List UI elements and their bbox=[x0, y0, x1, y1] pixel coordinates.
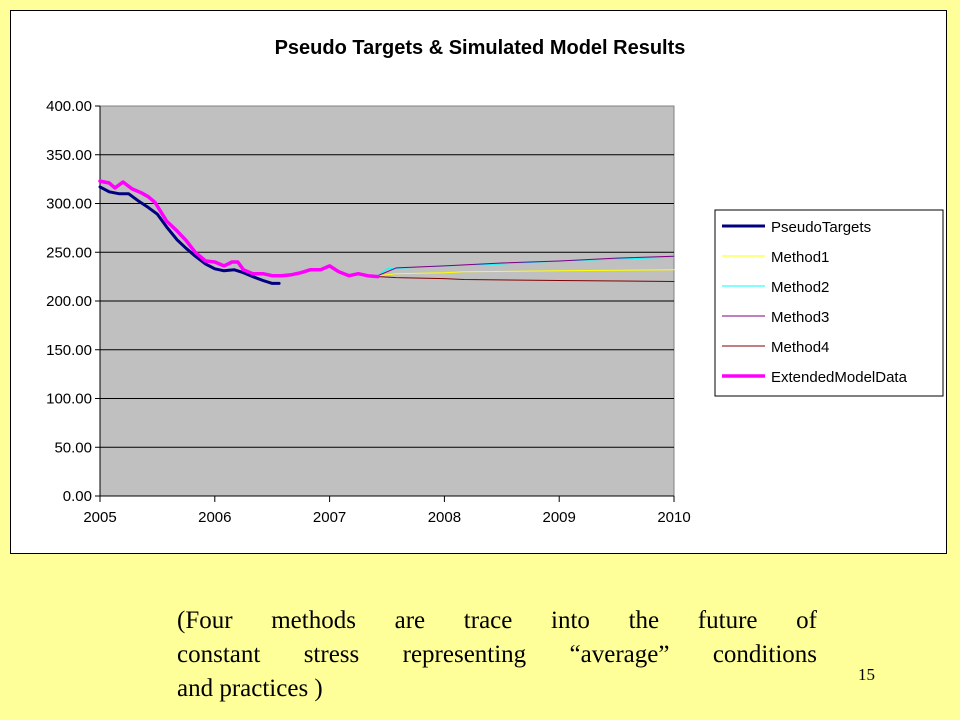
y-tick-label: 0.00 bbox=[63, 488, 92, 505]
caption-line-2: constant stress representing “average” c… bbox=[177, 641, 817, 668]
caption-line-1: (Four methods are trace into the future … bbox=[177, 607, 817, 634]
chart-frame: Pseudo Targets & Simulated Model Results… bbox=[10, 10, 947, 554]
chart-svg: Pseudo Targets & Simulated Model Results… bbox=[46, 37, 944, 526]
series-line-extendedmodeldata bbox=[98, 179, 380, 279]
legend-label: ExtendedModelData bbox=[771, 369, 908, 386]
x-tick-label: 2007 bbox=[313, 509, 346, 526]
legend-label: Method1 bbox=[771, 249, 829, 266]
y-tick-label: 350.00 bbox=[46, 147, 92, 164]
page-number: 15 bbox=[858, 665, 875, 684]
legend-label: Method3 bbox=[771, 309, 829, 326]
series-line-pseudotargets bbox=[98, 185, 281, 285]
legend-box bbox=[714, 209, 944, 397]
y-tick-label: 400.00 bbox=[46, 98, 92, 115]
y-tick-label: 150.00 bbox=[46, 342, 92, 359]
y-tick-label: 250.00 bbox=[46, 244, 92, 261]
chart-title: Pseudo Targets & Simulated Model Results bbox=[275, 37, 686, 59]
series-line-method1 bbox=[377, 269, 675, 277]
x-tick-label: 2006 bbox=[198, 509, 231, 526]
legend-label: Method2 bbox=[771, 279, 829, 296]
plot-area: 0.00 50.00 100.00 150.00 200.00 250.00 300.00 3… bbox=[46, 98, 691, 526]
x-tick-label: 2010 bbox=[657, 509, 690, 526]
x-tick-label: 2009 bbox=[543, 509, 576, 526]
legend-label: PseudoTargets bbox=[771, 219, 871, 236]
legend-label: Method4 bbox=[771, 339, 829, 356]
caption: (Four methods are trace into the future … bbox=[177, 604, 817, 706]
x-tick-label: 2008 bbox=[428, 509, 461, 526]
y-tick-label: 50.00 bbox=[54, 439, 92, 456]
series-line-method4 bbox=[377, 276, 675, 282]
series-line-method3 bbox=[377, 255, 675, 277]
y-tick-label: 100.00 bbox=[46, 391, 92, 408]
y-tick-label: 200.00 bbox=[46, 293, 92, 310]
legend: PseudoTargets Method1 Method2 Method3 Method… bbox=[714, 209, 944, 397]
x-tick-label: 2005 bbox=[83, 509, 116, 526]
caption-line-3: and practices ) bbox=[177, 675, 323, 702]
y-tick-label: 300.00 bbox=[46, 196, 92, 213]
